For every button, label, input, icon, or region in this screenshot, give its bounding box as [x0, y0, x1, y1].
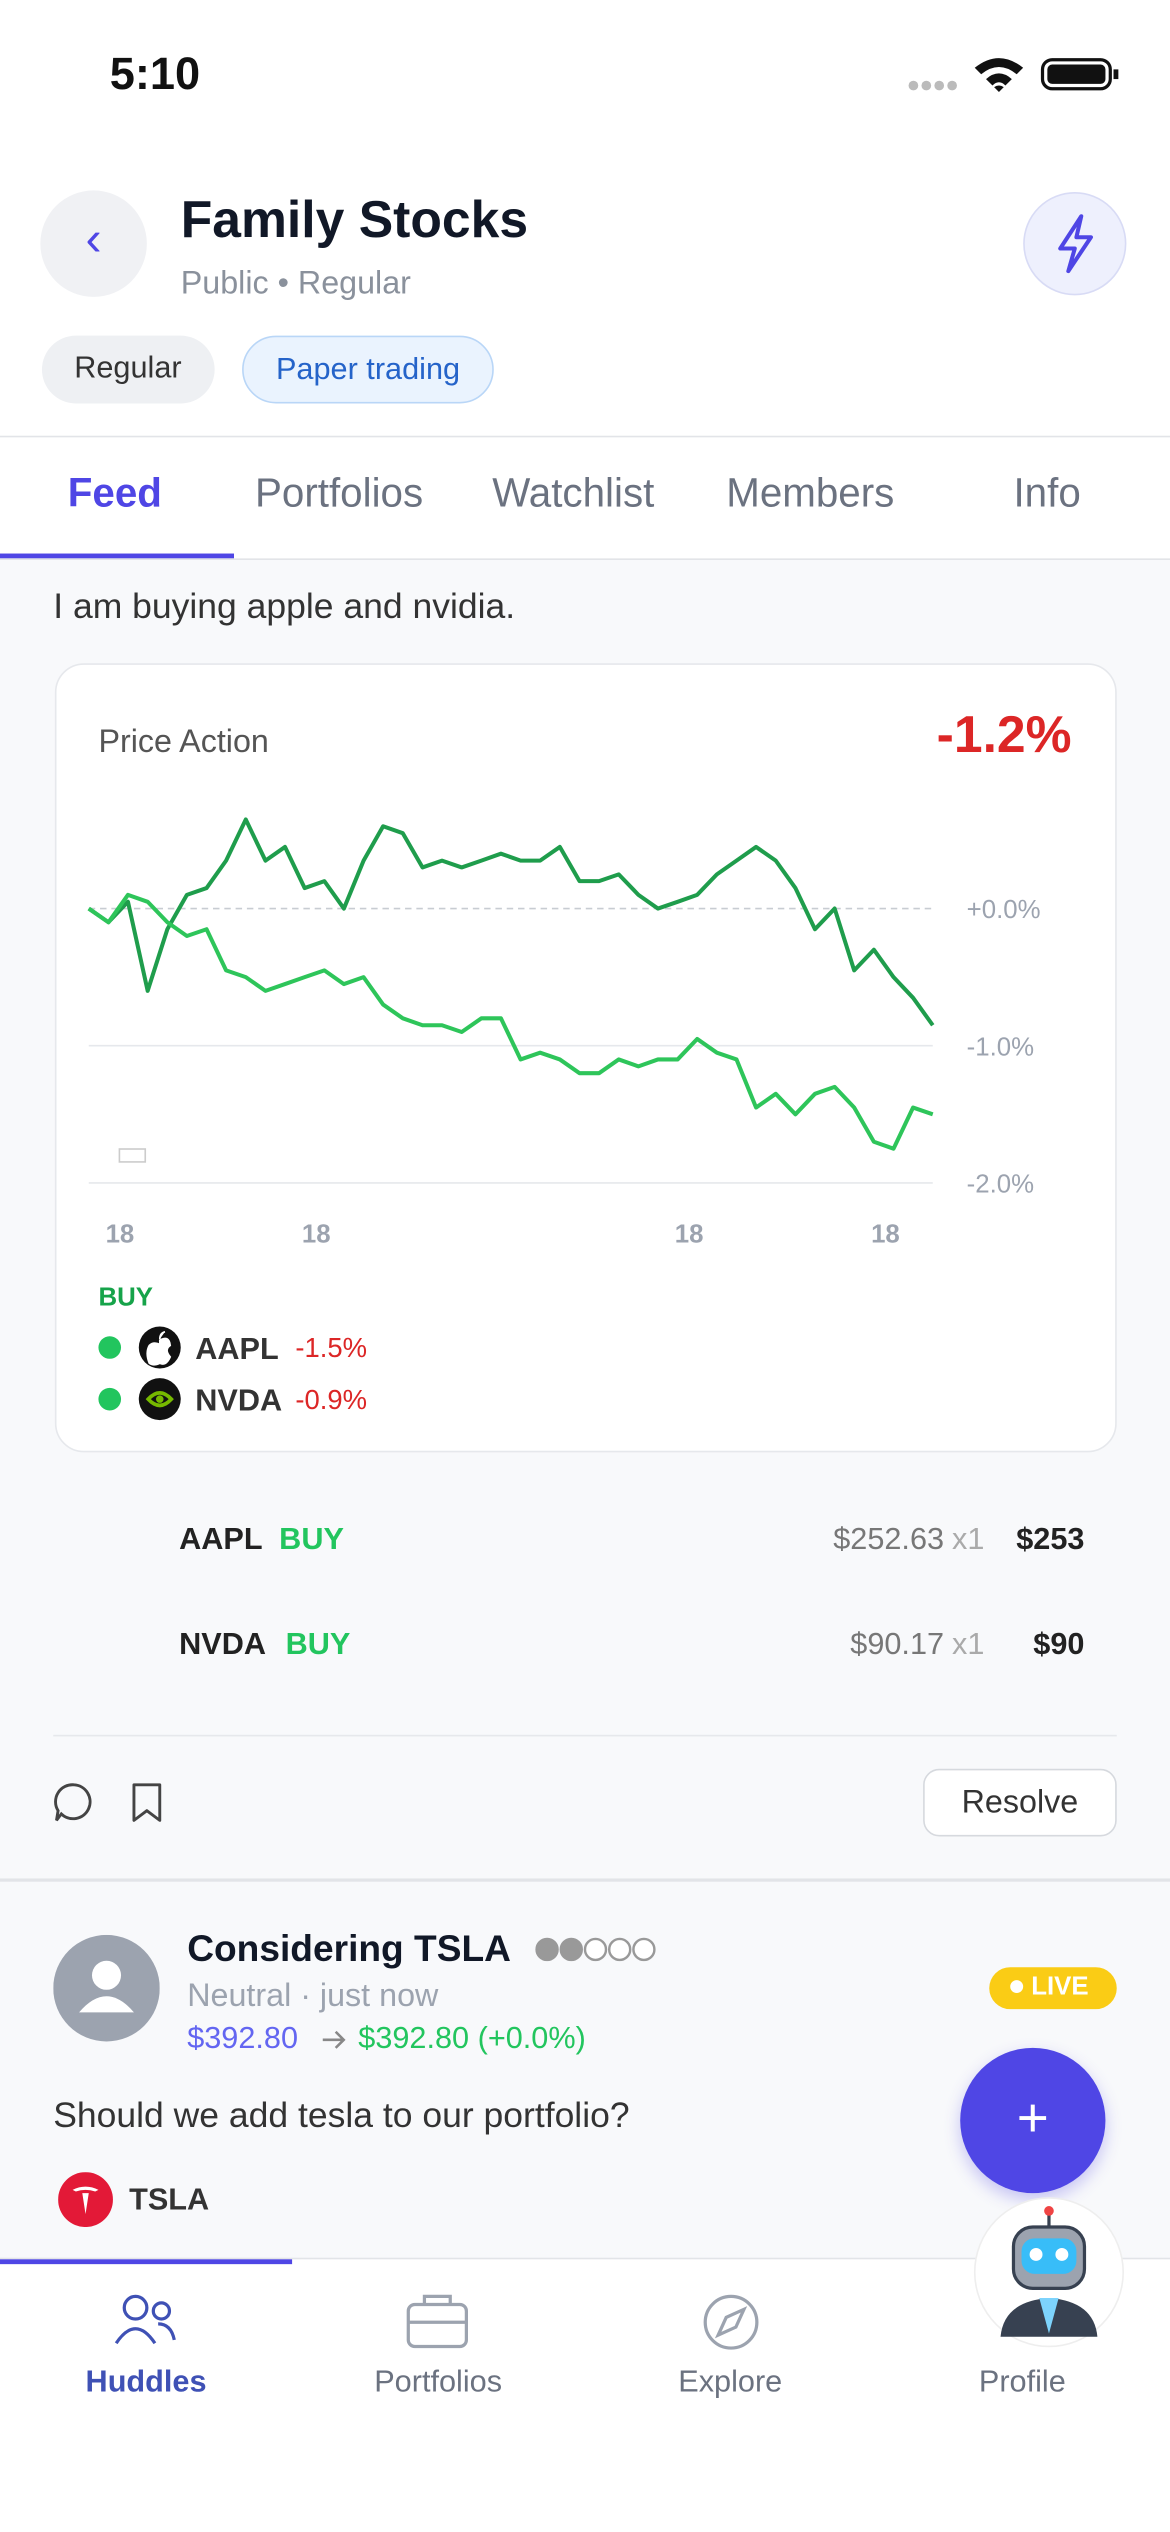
post2-title: Considering TSLA	[187, 1926, 511, 1969]
price-to: $392.80 (+0.0%)	[358, 2022, 586, 2056]
group-title: Family Stocks	[180, 190, 529, 249]
holding-action: BUY	[279, 1523, 344, 1558]
holding-price: $252.63	[833, 1523, 945, 1558]
nav-item[interactable]: Profile	[978, 2365, 1066, 2400]
holding-qty: x1	[952, 1523, 985, 1558]
x-tick-label: 18	[675, 1221, 704, 1249]
divider	[53, 1734, 1117, 1737]
divider	[0, 558, 1170, 560]
live-badge: LIVE	[989, 1967, 1117, 2010]
avatar	[53, 1934, 160, 2042]
conviction-dots	[535, 1937, 656, 1962]
divider	[0, 1878, 1170, 1882]
nav-item[interactable]: Huddles	[85, 2365, 207, 2400]
chart-title: Price Action	[98, 724, 269, 761]
x-tick-label: 18	[871, 1221, 900, 1249]
legend-change: -0.9%	[295, 1384, 367, 1415]
legend-name: NVDA	[195, 1383, 282, 1417]
price-line	[87, 817, 935, 1027]
holding-qty: x1	[952, 1628, 985, 1663]
status-time: 5:10	[109, 48, 201, 99]
legend-change: -1.5%	[295, 1332, 367, 1363]
legend-icons	[98, 1378, 181, 1421]
status-icons	[908, 58, 1119, 92]
nvidia-eye	[155, 1395, 164, 1403]
legend-dot	[98, 1387, 122, 1411]
legend-title: BUY	[98, 1284, 153, 1313]
holding-price: $90.17	[850, 1628, 945, 1663]
holding-ticker: AAPL	[179, 1523, 263, 1558]
tab[interactable]: Watchlist	[492, 471, 655, 517]
post-text: I am buying apple and nvidia.	[53, 585, 516, 627]
tab[interactable]: Members	[726, 471, 895, 517]
divider	[0, 435, 1170, 438]
x-tick-label: 18	[106, 1221, 135, 1249]
group-subtitle: Public • Regular	[180, 266, 411, 302]
nav-indicator	[0, 2259, 293, 2265]
legend-name: AAPL	[195, 1332, 278, 1366]
ticker: TSLA	[129, 2183, 210, 2218]
back-button[interactable]: ‹	[40, 190, 147, 297]
tesla-logo	[58, 2172, 113, 2228]
post2-text: Should we add tesla to our portfolio?	[53, 2094, 630, 2136]
holding-total: $253	[1016, 1523, 1085, 1558]
nav-item[interactable]: Portfolios	[374, 2365, 503, 2400]
chip[interactable]: Paper trading	[242, 335, 494, 404]
legend-dot	[98, 1336, 122, 1359]
price-from: $392.80	[187, 2022, 299, 2056]
price-chart: +0.0% -1.0% -2.0% 18 18 18 18 AAPL -1.5% NVDA -0.9…	[87, 817, 1041, 1421]
nav-icons	[114, 2294, 759, 2350]
tab[interactable]: Feed	[67, 471, 162, 517]
holding-total: $90	[1033, 1628, 1085, 1663]
y-tick-label: +0.0%	[967, 896, 1041, 924]
arrow	[322, 2030, 346, 2049]
nav-item[interactable]: Explore	[678, 2365, 783, 2400]
x-tick-label: 18	[302, 1221, 331, 1249]
legend-icons	[98, 1326, 181, 1369]
tab[interactable]: Info	[1013, 471, 1081, 517]
post-actions[interactable]	[53, 1780, 182, 1825]
live-text: LIVE	[1031, 1973, 1089, 2002]
resolve-button[interactable]: Resolve	[923, 1768, 1117, 1837]
chart-change: -1.2%	[936, 705, 1072, 764]
price-line	[87, 892, 934, 1151]
fab-add[interactable]: +	[960, 2047, 1106, 2194]
bottom-nav	[0, 2257, 1170, 2532]
nvidia-logo	[145, 1390, 174, 1408]
assistant-bot[interactable]	[972, 2195, 1127, 2350]
chip[interactable]: Regular	[41, 335, 214, 404]
chart-card	[54, 663, 1117, 1453]
y-tick-label: -2.0%	[967, 1171, 1034, 1199]
holding-ticker: NVDA	[179, 1628, 267, 1663]
action-button[interactable]	[1023, 192, 1127, 296]
apple-logo	[146, 1330, 172, 1366]
tab-indicator	[0, 553, 234, 559]
post2-meta: Neutral · just now	[187, 1978, 439, 2015]
tab[interactable]: Portfolios	[254, 471, 424, 517]
holding-action: BUY	[285, 1628, 351, 1663]
y-tick-label: -1.0%	[967, 1033, 1034, 1061]
